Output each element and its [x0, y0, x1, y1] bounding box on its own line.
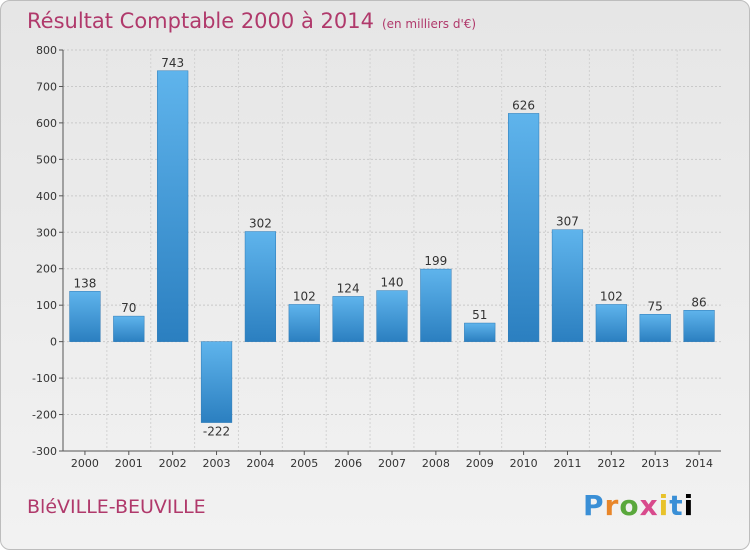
logo-letter: t — [669, 489, 684, 522]
data-label: 140 — [381, 276, 404, 290]
x-tick-label: 2014 — [685, 457, 713, 470]
bar — [113, 315, 145, 342]
x-tick-label: 2003 — [203, 457, 231, 470]
x-tick-label: 2011 — [553, 457, 581, 470]
chart-unit-note: (en milliers d'€) — [381, 17, 477, 31]
logo-letter: x — [639, 489, 659, 522]
proxiti-logo[interactable]: Proxiti — [583, 489, 694, 522]
bar — [288, 304, 320, 342]
data-label: 743 — [161, 56, 184, 70]
y-tick-label: 800 — [36, 44, 57, 57]
data-label: 102 — [600, 289, 623, 303]
y-tick-label: 600 — [36, 117, 57, 130]
label-layer: 138 70 743 -222 302 102 124 140 199 51 626 307 102 75… — [73, 56, 706, 439]
x-tick-label: 2004 — [246, 457, 274, 470]
y-tick-label: -300 — [32, 445, 57, 458]
y-tick-label: 400 — [36, 190, 57, 203]
data-label: 307 — [556, 215, 579, 229]
bar — [69, 291, 101, 342]
bar — [639, 314, 671, 342]
bar — [595, 304, 627, 342]
bar — [376, 290, 408, 342]
data-label: -222 — [203, 425, 230, 439]
logo-letter: i — [683, 489, 695, 522]
data-label: 138 — [73, 276, 96, 290]
y-tick-label: -200 — [32, 409, 57, 422]
x-tick-label: 2009 — [466, 457, 494, 470]
y-tick-label: 100 — [36, 299, 57, 312]
bar — [683, 310, 715, 342]
logo-letter: P — [583, 489, 605, 522]
x-tick-label: 2001 — [115, 457, 143, 470]
x-tick-label: 2000 — [71, 457, 99, 470]
axis-layer: -300 -200 -100 0 100 200 300 400 500 600 700 800 200… — [32, 44, 721, 470]
x-tick-label: 2010 — [510, 457, 538, 470]
data-label: 86 — [691, 295, 706, 309]
logo-letter: o — [619, 489, 640, 522]
data-label: 51 — [472, 308, 487, 322]
bar-layer — [69, 70, 715, 423]
x-tick-label: 2005 — [290, 457, 318, 470]
bar — [332, 296, 364, 342]
x-tick-label: 2002 — [159, 457, 187, 470]
data-label: 70 — [121, 301, 136, 315]
bar — [420, 268, 452, 342]
chart-title: Résultat Comptable 2000 à 2014 (en millie… — [27, 9, 476, 33]
x-tick-label: 2013 — [641, 457, 669, 470]
y-tick-label: 300 — [36, 226, 57, 239]
bar — [507, 113, 540, 342]
bar — [200, 341, 233, 423]
y-tick-label: 500 — [36, 153, 57, 166]
x-tick-label: 2006 — [334, 457, 362, 470]
bar — [551, 229, 584, 342]
bar — [464, 322, 496, 342]
x-tick-label: 2008 — [422, 457, 450, 470]
y-tick-label: 0 — [50, 336, 57, 349]
commune-name: BléVILLE-BEUVILLE — [27, 496, 206, 518]
y-tick-label: -100 — [32, 372, 57, 385]
logo-letter: r — [604, 489, 620, 522]
logo-letter: i — [658, 489, 670, 522]
x-tick-label: 2012 — [597, 457, 625, 470]
bar — [244, 231, 277, 342]
data-label: 302 — [249, 217, 272, 231]
data-label: 199 — [424, 254, 447, 268]
data-label: 102 — [293, 289, 316, 303]
bar — [157, 70, 189, 342]
data-label: 124 — [337, 281, 360, 295]
y-tick-label: 700 — [36, 80, 57, 93]
x-tick-label: 2007 — [378, 457, 406, 470]
y-tick-label: 200 — [36, 263, 57, 276]
chart-title-text: Résultat Comptable 2000 à 2014 — [27, 9, 374, 33]
data-label: 75 — [648, 299, 663, 313]
data-label: 626 — [512, 98, 535, 112]
